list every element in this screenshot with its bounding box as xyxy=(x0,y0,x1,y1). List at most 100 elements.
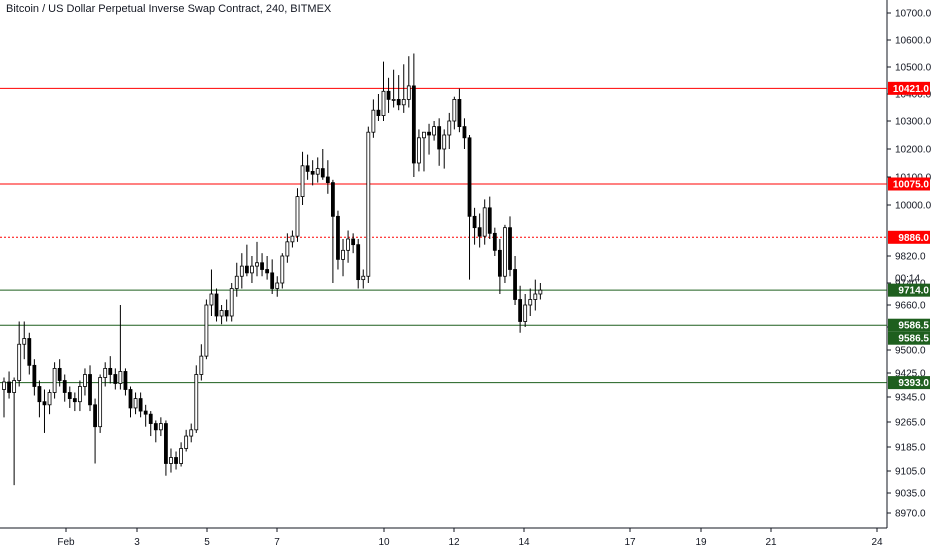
candle-body xyxy=(179,448,184,464)
level-badge xyxy=(888,230,930,244)
candle-body xyxy=(12,380,17,393)
candle-body xyxy=(341,249,345,260)
candle-body xyxy=(128,389,133,409)
x-tick-label: 17 xyxy=(624,537,636,548)
candle-body xyxy=(219,310,224,317)
candle-body xyxy=(17,343,22,381)
level-badge-label: 9714.0 xyxy=(898,286,929,297)
candle-body xyxy=(47,392,52,406)
candle-body xyxy=(123,371,128,390)
candle-body xyxy=(164,423,168,464)
candle-body xyxy=(330,182,335,217)
candle-body xyxy=(22,338,27,345)
level-badge xyxy=(888,331,930,345)
candle-body xyxy=(57,367,62,381)
candle-body xyxy=(239,265,244,277)
candle-body xyxy=(103,367,108,378)
candle-body xyxy=(503,227,507,277)
candle-body xyxy=(472,215,477,229)
candle-body xyxy=(457,99,462,128)
level-badge-label: 10075.0 xyxy=(893,180,930,191)
candle-body xyxy=(452,99,457,122)
candle-body xyxy=(406,85,411,100)
y-tick-label: 9425.0 xyxy=(895,369,926,380)
candle-body xyxy=(336,215,340,260)
y-tick-label: 9345.0 xyxy=(895,393,926,404)
candle-body xyxy=(88,374,92,406)
candle-body xyxy=(153,423,158,431)
candle-body xyxy=(118,371,123,384)
candle-body xyxy=(320,168,325,178)
y-tick-label: 8970.0 xyxy=(895,509,926,520)
level-badge xyxy=(888,177,930,191)
y-tick-label: 10400.0 xyxy=(895,90,932,101)
candle-body xyxy=(437,126,442,150)
x-tick-label: 3 xyxy=(134,537,140,548)
candle-body xyxy=(229,288,234,317)
x-tick-label: 7 xyxy=(274,537,280,548)
candle-body xyxy=(93,404,97,428)
candle-body xyxy=(214,293,219,317)
candle-body xyxy=(487,207,492,234)
candle-body xyxy=(113,374,118,384)
candle-body xyxy=(381,90,386,117)
candle-body xyxy=(27,338,32,366)
y-tick-label: 9185.0 xyxy=(895,443,926,454)
candle-body xyxy=(305,165,310,172)
candle-body xyxy=(371,109,376,133)
candle-body xyxy=(98,377,103,428)
candle-body xyxy=(492,232,497,251)
candle-body xyxy=(295,196,300,237)
candle-body xyxy=(204,304,209,357)
candle-body xyxy=(37,386,42,403)
level-badge xyxy=(888,376,930,390)
level-badge xyxy=(888,318,930,332)
candle-body xyxy=(174,457,178,464)
candle-body xyxy=(184,435,189,449)
x-tick-label: 14 xyxy=(518,537,530,548)
level-badge xyxy=(888,283,930,297)
candle-body xyxy=(78,386,82,403)
candle-body xyxy=(62,380,67,393)
candle-body xyxy=(234,275,239,289)
x-tick-label: 21 xyxy=(765,537,777,548)
candle-body xyxy=(72,398,77,403)
candle-body xyxy=(325,176,330,183)
level-badge xyxy=(888,81,930,95)
x-tick-label: 24 xyxy=(871,537,883,548)
candle-body xyxy=(477,227,482,237)
candle-body xyxy=(42,401,47,406)
candle-body xyxy=(366,131,371,277)
candle-body xyxy=(396,99,401,106)
candle-body xyxy=(275,282,280,289)
candle-body xyxy=(442,134,447,150)
candle-body xyxy=(143,410,148,415)
candle-body xyxy=(52,367,57,393)
x-tick-label: 12 xyxy=(448,537,460,548)
candle-body xyxy=(538,289,543,295)
candle-body xyxy=(447,120,452,136)
candle-body xyxy=(32,364,37,387)
y-tick-label: 9265.0 xyxy=(895,418,926,429)
candle-body xyxy=(300,165,305,198)
candle-body xyxy=(138,398,143,412)
candle-body xyxy=(285,241,290,257)
candle-body xyxy=(376,109,381,116)
candle-body xyxy=(260,262,264,270)
y-tick-label: 10200.0 xyxy=(895,145,932,156)
y-tick-label: 9105.0 xyxy=(895,467,926,478)
candle-body xyxy=(194,374,199,431)
candle-body xyxy=(467,137,472,217)
y-tick-label: 9820.0 xyxy=(895,252,926,263)
candle-body xyxy=(280,255,285,284)
candle-body xyxy=(310,170,315,175)
y-tick-label: 10600.0 xyxy=(895,36,932,47)
candle-body xyxy=(315,168,320,175)
candle-body xyxy=(508,227,512,270)
candle-body xyxy=(83,374,87,387)
candle-body xyxy=(497,249,502,277)
candle-body xyxy=(361,275,366,281)
candle-body xyxy=(422,131,426,139)
x-tick-label: 5 xyxy=(204,537,210,548)
